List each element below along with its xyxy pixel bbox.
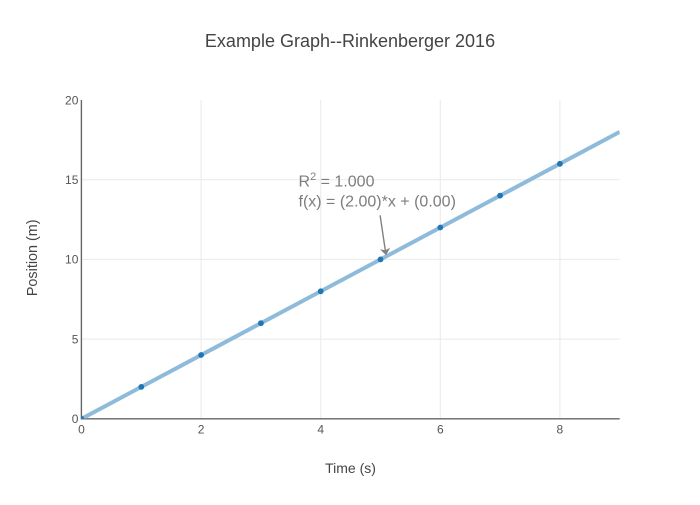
- svg-text:0: 0: [72, 412, 79, 426]
- svg-text:f(x) = (2.00)*x + (0.00): f(x) = (2.00)*x + (0.00): [299, 193, 456, 210]
- svg-text:15: 15: [65, 173, 79, 187]
- svg-text:Time (s): Time (s): [325, 460, 376, 476]
- svg-text:Position (m): Position (m): [25, 219, 41, 296]
- svg-text:10: 10: [65, 253, 79, 267]
- svg-text:8: 8: [557, 422, 564, 436]
- svg-text:20: 20: [65, 93, 79, 107]
- svg-text:Example Graph--Rinkenberger 20: Example Graph--Rinkenberger 2016: [205, 31, 495, 51]
- svg-text:4: 4: [317, 422, 324, 436]
- svg-text:5: 5: [72, 332, 79, 346]
- svg-text:2: 2: [198, 422, 205, 436]
- svg-text:0: 0: [78, 422, 85, 436]
- svg-text:R2 = 1.000: R2 = 1.000: [299, 171, 375, 191]
- svg-text:6: 6: [437, 422, 444, 436]
